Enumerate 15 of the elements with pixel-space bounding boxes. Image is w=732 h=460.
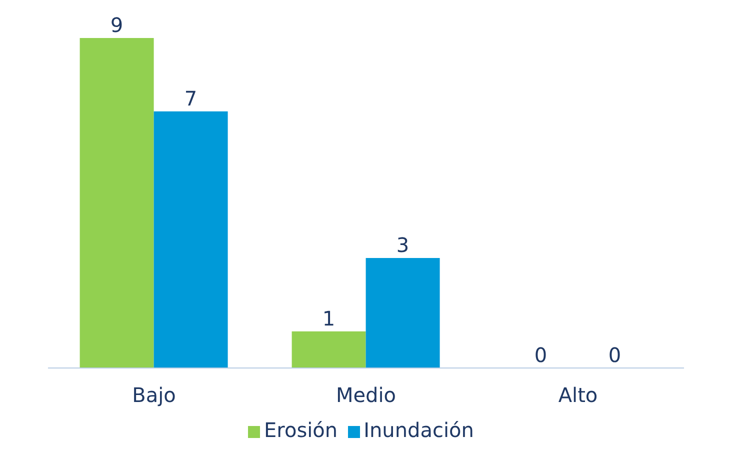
data-label: 0 xyxy=(608,342,622,367)
data-label: 3 xyxy=(396,233,410,257)
legend-label: Erosión xyxy=(264,418,338,442)
bar xyxy=(80,38,154,368)
data-label: 1 xyxy=(322,306,336,330)
data-label: 0 xyxy=(534,342,548,367)
x-tick-label: Bajo xyxy=(132,383,176,408)
data-label: 9 xyxy=(110,13,124,37)
bar xyxy=(154,111,228,368)
x-tick-label: Alto xyxy=(558,383,598,408)
x-tick-label: Medio xyxy=(336,383,396,408)
bar xyxy=(292,331,366,368)
data-label: 7 xyxy=(184,86,198,110)
bar xyxy=(366,258,440,368)
legend-label: Inundación xyxy=(364,418,474,442)
